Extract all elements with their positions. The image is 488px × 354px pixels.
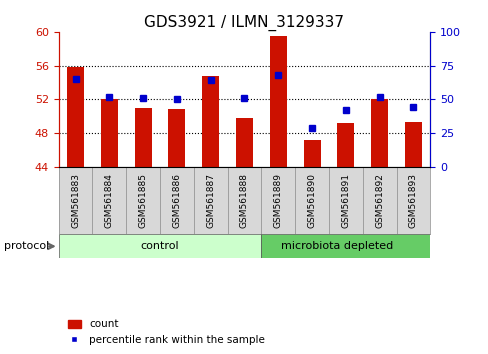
Text: GSM561889: GSM561889 bbox=[273, 173, 282, 228]
Text: GSM561893: GSM561893 bbox=[408, 173, 417, 228]
Bar bbox=[303, 140, 320, 167]
Text: GSM561891: GSM561891 bbox=[341, 173, 349, 228]
Text: GSM561890: GSM561890 bbox=[307, 173, 316, 228]
Text: GSM561884: GSM561884 bbox=[104, 173, 114, 228]
Text: GSM561883: GSM561883 bbox=[71, 173, 80, 228]
Title: GDS3921 / ILMN_3129337: GDS3921 / ILMN_3129337 bbox=[144, 14, 344, 30]
Text: control: control bbox=[141, 241, 179, 251]
Bar bbox=[236, 118, 252, 167]
Bar bbox=[370, 99, 387, 167]
Bar bbox=[101, 99, 118, 167]
Text: GSM561886: GSM561886 bbox=[172, 173, 181, 228]
Bar bbox=[168, 109, 185, 167]
Bar bbox=[202, 76, 219, 167]
Text: GSM561885: GSM561885 bbox=[139, 173, 147, 228]
Legend: count, percentile rank within the sample: count, percentile rank within the sample bbox=[64, 315, 268, 349]
Bar bbox=[337, 123, 354, 167]
Bar bbox=[269, 36, 286, 167]
Text: GSM561892: GSM561892 bbox=[374, 173, 384, 228]
Bar bbox=[67, 67, 84, 167]
Bar bbox=[134, 108, 151, 167]
Text: GSM561887: GSM561887 bbox=[206, 173, 215, 228]
Text: protocol: protocol bbox=[3, 241, 49, 251]
Bar bbox=[59, 234, 261, 258]
Bar bbox=[404, 122, 421, 167]
Bar bbox=[261, 234, 429, 258]
Text: microbiota depleted: microbiota depleted bbox=[281, 241, 393, 251]
Text: GSM561888: GSM561888 bbox=[240, 173, 248, 228]
